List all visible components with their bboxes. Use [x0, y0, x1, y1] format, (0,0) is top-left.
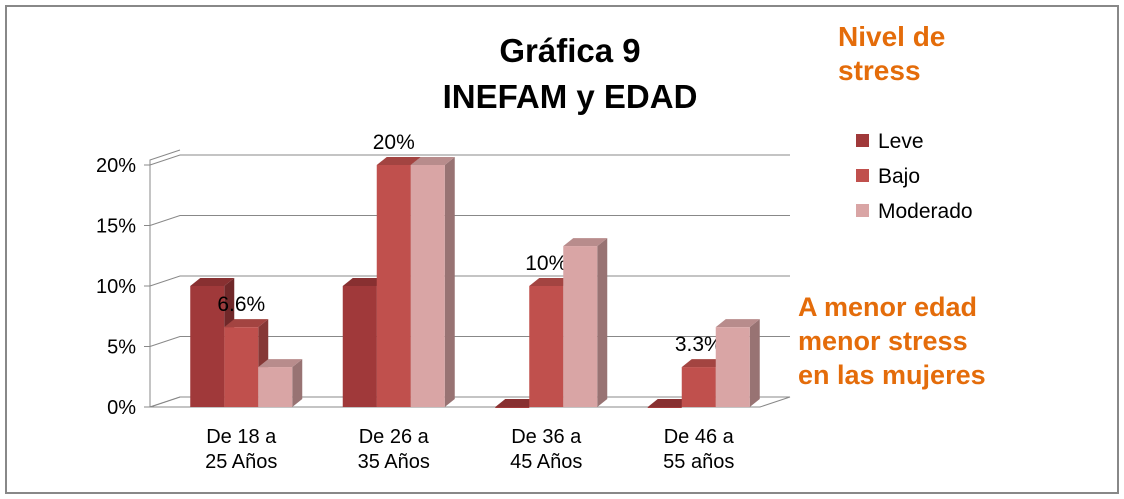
bar-side	[444, 157, 455, 407]
legend-swatch	[856, 134, 869, 147]
bar-top	[563, 238, 608, 247]
bar-front	[258, 367, 293, 407]
bar-top	[376, 157, 421, 165]
bar-front	[224, 327, 259, 407]
bar	[495, 399, 540, 408]
grid-line	[149, 154, 790, 166]
bar-side	[597, 238, 608, 407]
bar	[647, 399, 692, 408]
bar-front	[715, 327, 750, 407]
bar-front	[681, 367, 716, 407]
x-tick-label: De 26 a 35 Años	[357, 426, 430, 473]
legend-swatch	[856, 204, 869, 217]
data-label: 6.6%	[217, 293, 265, 316]
bar-top	[647, 399, 692, 407]
bar	[410, 157, 455, 407]
legend-label: Leve	[878, 130, 924, 153]
data-label: 20%	[373, 131, 415, 154]
bar-top	[190, 278, 235, 286]
bar-top	[681, 359, 726, 368]
bar-top	[495, 399, 540, 407]
data-label: 10%	[525, 252, 567, 275]
bar-front	[342, 286, 377, 407]
legend-label: Moderado	[878, 200, 973, 223]
bar-top	[342, 278, 387, 286]
bar-front	[495, 407, 530, 408]
bar-top	[529, 278, 574, 286]
x-tick-label: De 46 a 55 años	[663, 426, 735, 473]
bar-top	[258, 359, 303, 368]
bar	[715, 319, 760, 407]
x-tick-label: De 18 a 25 Años	[205, 426, 278, 473]
data-label: 3.3%	[675, 333, 723, 356]
y-tick-label: 20%	[96, 155, 136, 177]
axis-wall	[149, 149, 181, 407]
y-tick-label: 5%	[107, 337, 136, 359]
annotation: A menor edad menor stress en las mujeres	[798, 292, 986, 390]
grid-line	[149, 215, 790, 226]
bar-front	[563, 246, 598, 407]
legend-title: Nivel de stress	[838, 21, 946, 86]
bar-top	[410, 157, 455, 165]
y-tick-label: 10%	[96, 276, 136, 298]
bar-top	[224, 319, 269, 328]
chart-title: Gráfica 9 INEFAM y EDAD	[442, 32, 698, 115]
bar-front	[647, 407, 682, 408]
x-tick-label: De 36 a 45 Años	[510, 426, 583, 473]
legend-swatch	[856, 169, 869, 182]
y-tick-label: 15%	[96, 216, 136, 238]
chart-frame	[5, 5, 1119, 494]
bar-side	[749, 319, 760, 407]
bar-front	[376, 165, 411, 407]
bar	[258, 359, 303, 407]
legend-label: Bajo	[878, 165, 920, 188]
bar-front	[529, 286, 564, 407]
bar-front	[410, 165, 445, 407]
bar-side	[292, 359, 303, 407]
y-tick-label: 0%	[107, 397, 136, 419]
bar-top	[715, 319, 760, 328]
bar	[563, 238, 608, 407]
bar-front	[190, 286, 225, 407]
